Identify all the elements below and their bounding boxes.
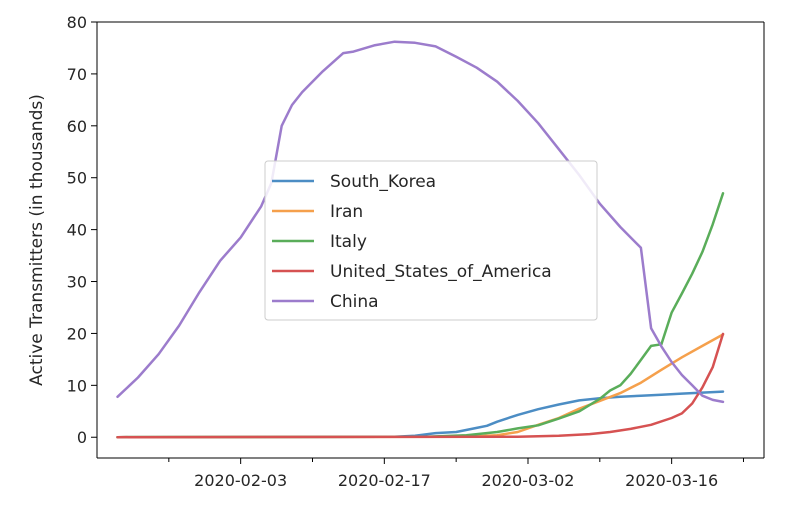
x-tick-label: 2020-02-03 bbox=[194, 471, 287, 490]
y-axis: 0 10 20 30 40 50 60 70 80 bbox=[67, 13, 97, 447]
y-tick-label: 60 bbox=[67, 117, 87, 136]
series-line-south-korea bbox=[116, 390, 725, 439]
series-layer bbox=[116, 40, 725, 439]
legend-label: United_States_of_America bbox=[330, 262, 552, 282]
legend: South_Korea Iran Italy United_States_of_Ame… bbox=[264, 160, 598, 321]
x-axis: 2020-02-03 2020-02-17 2020-03-02 2020-03-16 bbox=[168, 458, 744, 490]
y-tick-label: 30 bbox=[67, 273, 87, 292]
y-tick-label: 80 bbox=[67, 13, 87, 32]
y-tick-label: 50 bbox=[67, 169, 87, 188]
series-line-china bbox=[116, 40, 725, 404]
y-tick-label: 40 bbox=[67, 221, 87, 240]
x-tick-label: 2020-03-16 bbox=[625, 471, 718, 490]
y-tick-label: 10 bbox=[67, 376, 87, 395]
series-line-united-states-of-america bbox=[116, 332, 725, 439]
y-tick-label: 20 bbox=[67, 324, 87, 343]
axes-frame bbox=[96, 21, 765, 459]
y-axis-label: Active Transmitters (in thousands) bbox=[27, 94, 47, 386]
y-tick-label: 70 bbox=[67, 65, 87, 84]
y-tick-label: 0 bbox=[77, 428, 87, 447]
series-line-italy bbox=[116, 192, 725, 439]
legend-label: Iran bbox=[330, 202, 363, 222]
x-tick-label: 2020-03-02 bbox=[481, 471, 574, 490]
legend-frame bbox=[264, 160, 598, 321]
x-tick-label: 2020-02-17 bbox=[338, 471, 431, 490]
legend-label: China bbox=[330, 292, 379, 312]
legend-label: Italy bbox=[330, 232, 367, 252]
legend-label: South_Korea bbox=[330, 172, 436, 192]
